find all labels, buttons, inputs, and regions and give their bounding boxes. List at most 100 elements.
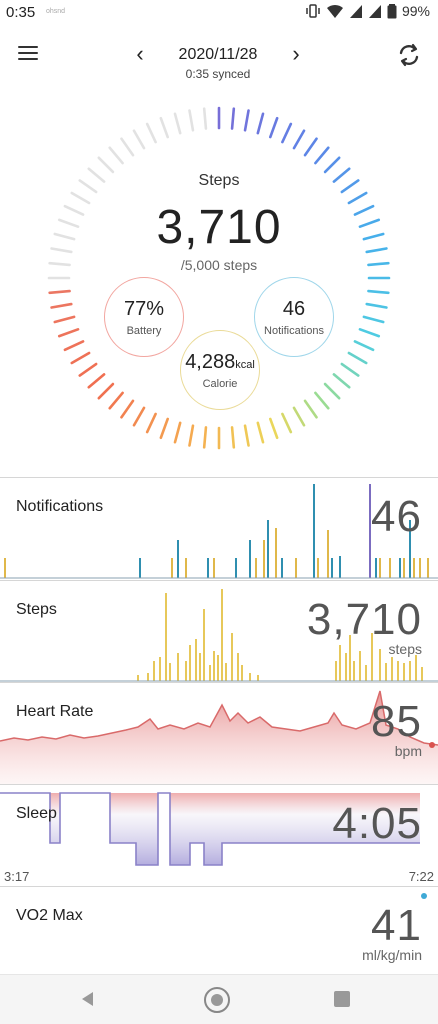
ring-tick (57, 218, 80, 228)
back-icon[interactable] (78, 989, 98, 1009)
ring-tick (340, 179, 360, 194)
heart-rate-card[interactable]: Heart Rate 85 bpm (0, 683, 438, 785)
notifications-count: 46 (282, 298, 306, 320)
ring-tick (78, 179, 98, 194)
calorie-circle[interactable]: 4,288kcal Calorie (180, 330, 260, 410)
ring-tick (63, 204, 85, 216)
divider (0, 682, 438, 683)
ring-tick (332, 167, 351, 183)
ring-tick (256, 421, 265, 444)
ring-tick (367, 261, 390, 267)
notifications-card-value: 46 (371, 492, 422, 541)
ring-tick (314, 391, 330, 410)
ring-tick (70, 351, 91, 365)
notifications-card[interactable]: Notifications 46 (0, 478, 438, 580)
ring-tick (50, 247, 73, 254)
ring-tick (281, 412, 293, 434)
ring-tick (256, 112, 265, 135)
sync-icon[interactable] (396, 42, 422, 68)
sleep-card-value: 4:05 (332, 799, 422, 848)
ring-tick (63, 340, 85, 352)
home-icon[interactable] (204, 987, 230, 1013)
heart-rate-chart (0, 690, 438, 785)
ring-tick (314, 146, 330, 165)
ring-tick (281, 122, 293, 144)
battery-percent: 99% (401, 3, 430, 19)
ring-tick (323, 382, 341, 400)
ring-tick (362, 315, 385, 324)
ring-tick (97, 156, 115, 174)
ring-tick (347, 351, 368, 365)
sleep-area (0, 793, 420, 865)
ring-tick (70, 191, 91, 205)
heart-rate-card-unit: bpm (394, 743, 422, 759)
recents-icon[interactable] (334, 991, 350, 1007)
ring-tick (132, 406, 146, 427)
ring-tick (173, 112, 182, 135)
ring-tick (50, 302, 73, 309)
battery-value: 77% (123, 298, 165, 320)
status-time: 0:35 (6, 4, 36, 21)
steps-card[interactable]: Steps 3,710 steps (0, 581, 438, 683)
signal-icon (368, 5, 381, 18)
battery-label: Battery (126, 325, 162, 337)
ring-tick (145, 122, 157, 144)
app-header: ‹ 2020/11/28 0:35 synced › (0, 26, 438, 90)
notifications-chart (0, 484, 438, 579)
ring-tick (303, 137, 318, 157)
divider (0, 580, 438, 581)
ring-tick (108, 146, 124, 165)
divider (0, 477, 438, 478)
ring-tick (188, 109, 195, 132)
steps-card-label: Steps (16, 601, 57, 618)
ring-tick (48, 261, 71, 267)
calorie-unit: kcal (235, 359, 255, 371)
ring-tick (120, 137, 135, 157)
sleep-line (0, 792, 420, 866)
signal-icon (349, 5, 362, 18)
sync-status: 0:35 synced (185, 67, 251, 81)
ring-tick (269, 417, 279, 440)
ring-tick (159, 116, 169, 139)
calorie-label: Calorie (202, 378, 238, 390)
system-nav-bar (0, 974, 438, 1024)
heart-rate-line (0, 690, 438, 746)
ring-tick (230, 107, 236, 130)
ring-tick (323, 156, 341, 174)
steps-progress-ring (47, 106, 391, 450)
ring-tick (87, 167, 106, 183)
calorie-value: 4,288 (185, 351, 236, 373)
divider (0, 784, 438, 785)
steps-card-unit: steps (388, 641, 422, 657)
heart-rate-card-label: Heart Rate (16, 703, 94, 720)
ring-tick (353, 340, 375, 352)
ring-tick (159, 417, 169, 440)
vo2max-card[interactable]: VO2 Max 41 ml/kg/min (0, 887, 438, 974)
battery-circle[interactable]: 77% Battery (104, 277, 184, 357)
ring-tick (303, 399, 318, 419)
ring-tick (358, 328, 381, 338)
ring-tick (358, 218, 381, 228)
steps-summary: Steps 3,710 /5,000 steps 77% Battery 46 … (0, 90, 438, 475)
status-bar: 0:35 ohsnd 99% (0, 0, 438, 26)
ring-tick (78, 362, 98, 377)
heart-rate-area (0, 691, 438, 785)
ring-tick (188, 424, 195, 447)
wifi-icon (326, 4, 343, 18)
ring-tick (347, 191, 368, 205)
chevron-left-icon[interactable]: ‹ (136, 41, 144, 66)
battery-icon (387, 4, 397, 19)
status-notification-text: ohsnd (46, 8, 66, 15)
ring-tick (367, 289, 390, 295)
vibrate-icon (306, 4, 320, 18)
sleep-chart (0, 792, 420, 866)
notifications-circle[interactable]: 46 Notifications (254, 277, 334, 357)
heart-rate-latest-dot (429, 742, 435, 748)
chevron-right-icon[interactable]: › (292, 41, 300, 66)
sleep-card-label: Sleep (16, 805, 57, 822)
steps-goal: /5,000 steps (180, 257, 258, 273)
sleep-end-time: 7:22 (408, 869, 434, 884)
menu-icon[interactable] (16, 42, 42, 66)
divider (0, 886, 438, 887)
sleep-card[interactable]: Sleep 4:05 3:17 7:22 (0, 785, 438, 887)
